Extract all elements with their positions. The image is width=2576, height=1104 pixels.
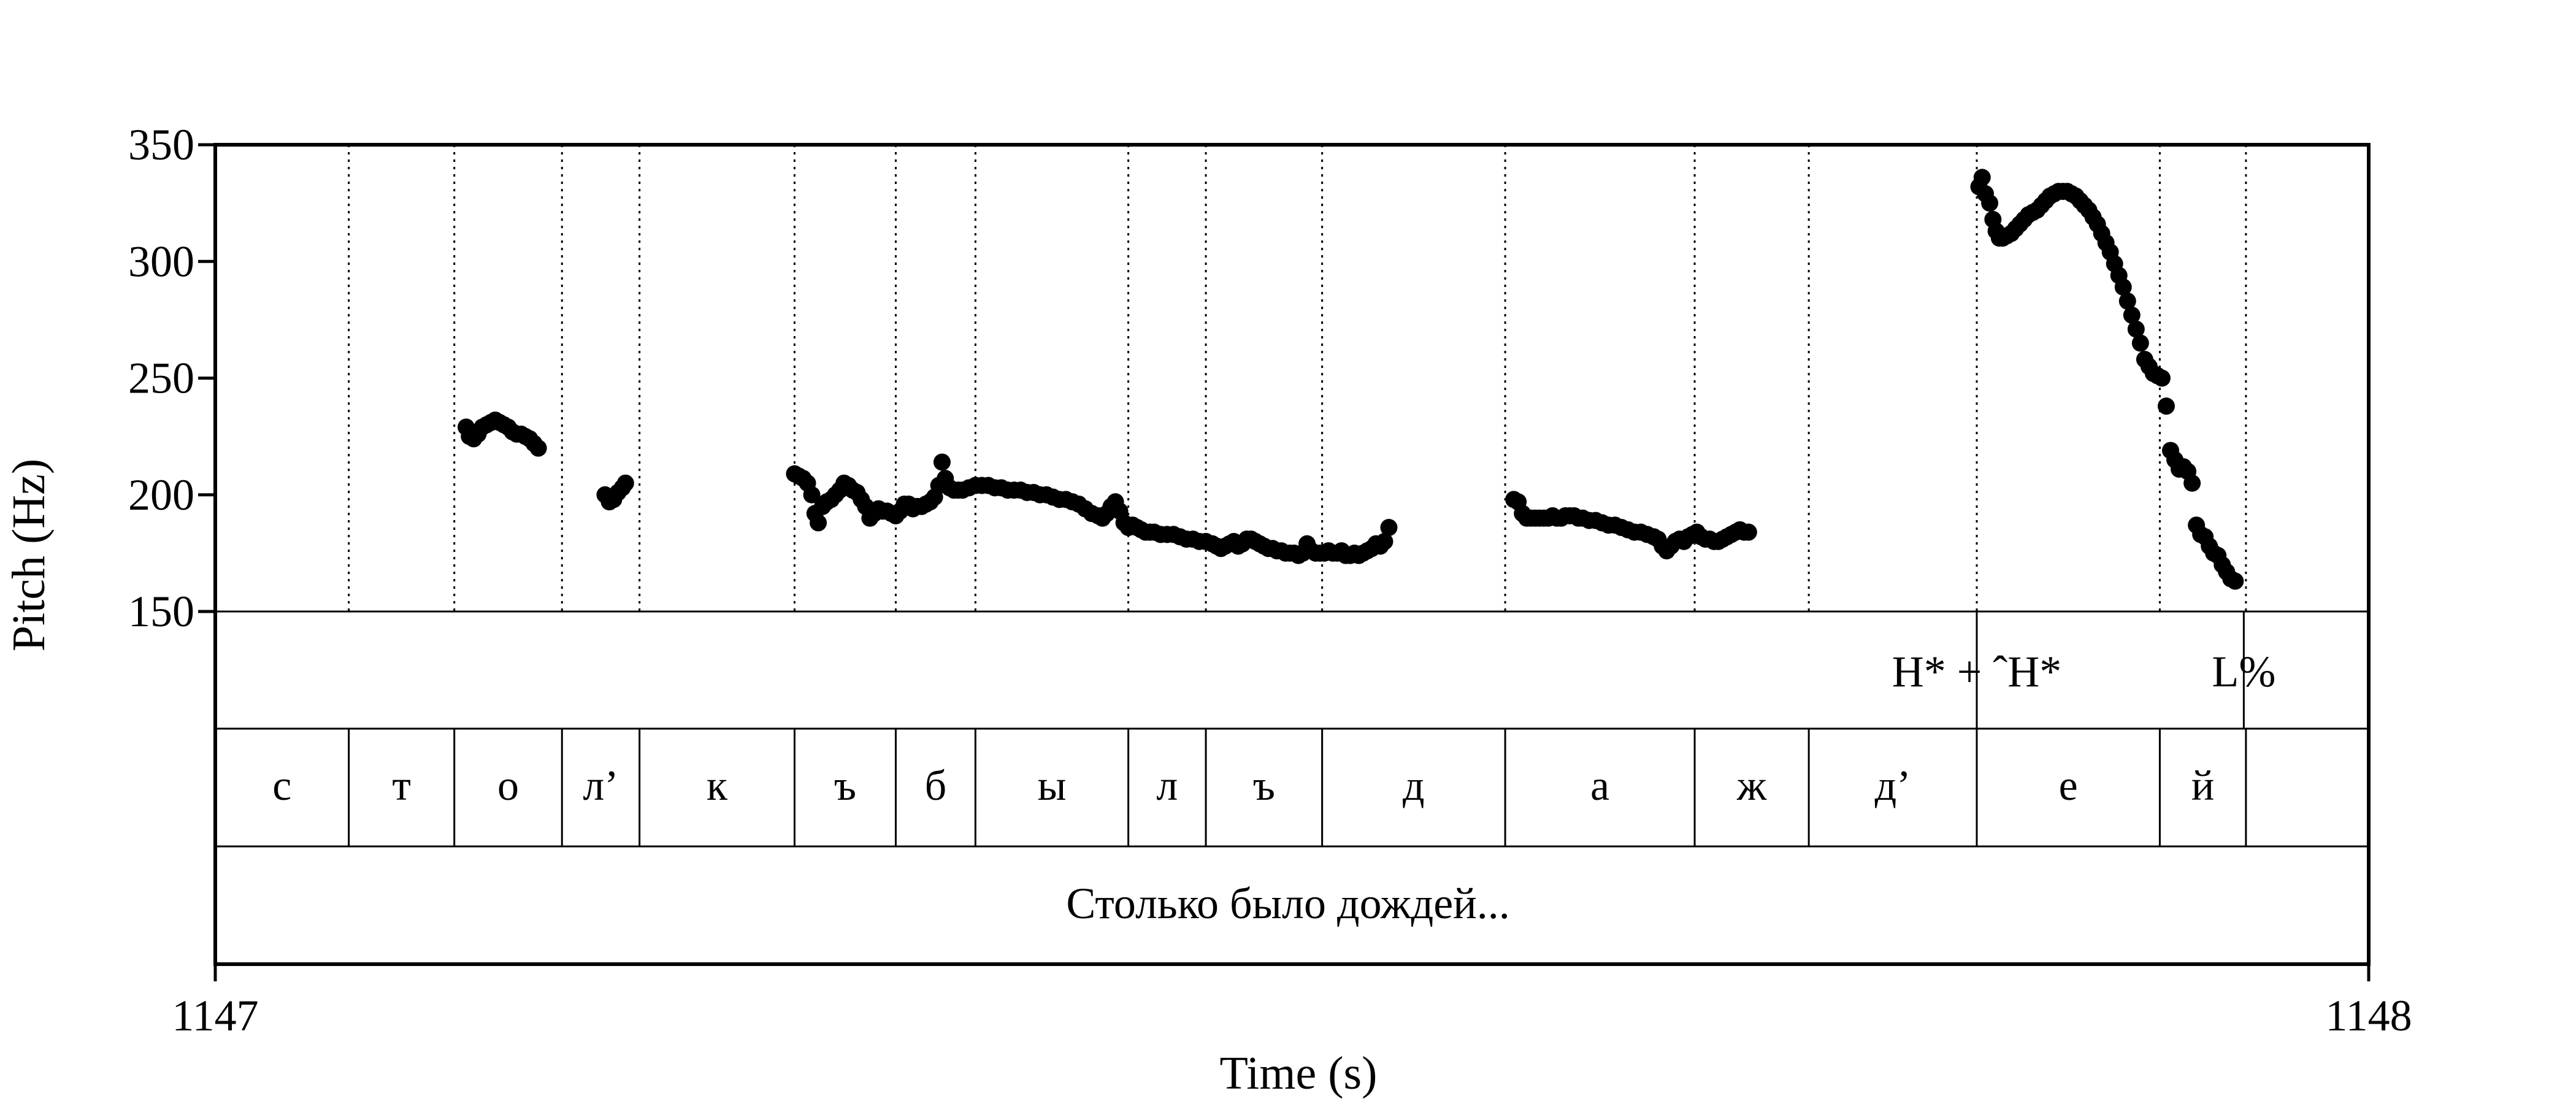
- y-axis-title: Pitch (Hz): [3, 459, 55, 651]
- tier-lines: [213, 143, 2371, 966]
- y-axis-ticks: 150 200 250 300 350: [128, 120, 215, 636]
- pitch-point: [810, 514, 827, 532]
- y-tick-label: 250: [128, 354, 194, 403]
- pitch-point: [2153, 369, 2171, 387]
- segment-label: д’: [1875, 762, 1911, 810]
- segment-label: т: [392, 762, 411, 810]
- pitch-point: [2118, 292, 2136, 310]
- pitch-point: [1380, 519, 1398, 537]
- pitch-point: [1981, 194, 1999, 212]
- pitch-point: [1739, 523, 1757, 541]
- x-axis-title: Time (s): [1220, 1048, 1378, 1099]
- y-tick-label: 300: [128, 237, 194, 286]
- segment-label: б: [925, 762, 947, 810]
- y-tick-label: 150: [128, 587, 194, 636]
- segment-label: ъ: [1253, 762, 1275, 810]
- segment-label: а: [1590, 762, 1609, 810]
- pitch-point: [529, 439, 547, 457]
- pitch-point: [1376, 532, 1393, 550]
- segment-boundaries: [348, 145, 2247, 846]
- segment-label: л: [1156, 762, 1178, 810]
- pitch-points: [458, 169, 2244, 590]
- x-tick-label: 1147: [172, 991, 258, 1040]
- pitch-point: [2123, 306, 2141, 324]
- pitch-point: [2226, 572, 2244, 590]
- segment-label: д: [1403, 762, 1425, 810]
- pitch-point: [1973, 169, 1991, 186]
- segment-label: с: [272, 762, 291, 810]
- segment-label: к: [707, 762, 728, 810]
- tone-label: L%: [2212, 647, 2275, 696]
- segment-label: е: [2059, 762, 2078, 810]
- x-tick-label: 1148: [2325, 991, 2412, 1040]
- x-axis-ticks: 1147 1148: [172, 964, 2412, 1040]
- y-tick-label: 350: [128, 120, 194, 169]
- pitch-point: [933, 453, 951, 471]
- tone-tier: H* + ˆH* L%: [1892, 611, 2275, 729]
- segment-label: ж: [1736, 762, 1767, 810]
- pitch-point: [2157, 397, 2175, 415]
- segment-label: й: [2191, 762, 2214, 810]
- pitch-point: [616, 474, 634, 492]
- pitch-point: [803, 486, 821, 504]
- sentence-label: Столько было дождей...: [1066, 879, 1509, 928]
- segment-label: л’: [583, 762, 618, 810]
- plot-frame: [213, 143, 2371, 966]
- segment-label: ы: [1038, 762, 1067, 810]
- pitch-point: [2114, 278, 2132, 296]
- segment-label: ъ: [834, 762, 856, 810]
- pitch-point: [2131, 334, 2149, 352]
- segment-label: о: [497, 762, 519, 810]
- pitch-point: [2183, 474, 2201, 492]
- tone-label: H* + ˆH*: [1892, 647, 2062, 696]
- y-tick-label: 200: [128, 470, 194, 519]
- segment-tier: с т о л’ к ъ б ы л ъ д а ж д’ е й: [272, 762, 2214, 810]
- pitch-point: [2127, 320, 2145, 338]
